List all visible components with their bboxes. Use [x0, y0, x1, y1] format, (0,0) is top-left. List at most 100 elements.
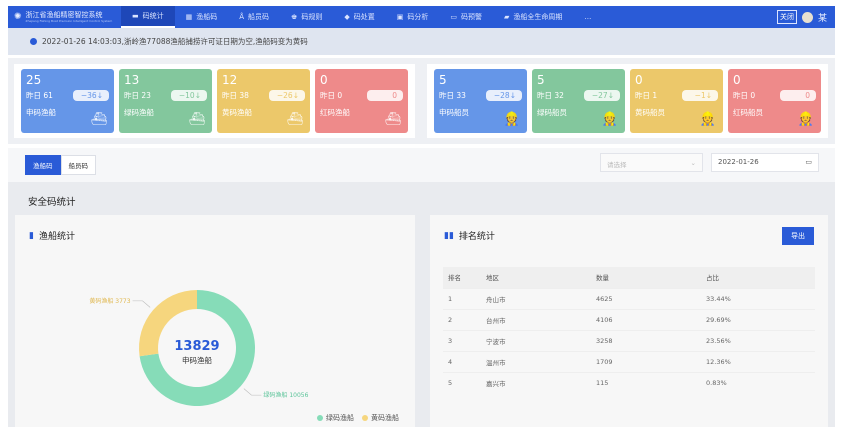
stat-card[interactable]: 12 昨日 38 −26↓ 黄码渔船 ⛴: [217, 69, 310, 133]
donut-total-label: 申码渔船: [182, 355, 212, 365]
card-value: 13: [124, 73, 140, 87]
stat-card[interactable]: 0 昨日 0 0 红码船员 👷: [728, 69, 821, 133]
card-delta: −36↓: [73, 90, 109, 101]
nav-item-3[interactable]: ♚ 码规则: [280, 6, 333, 28]
stat-card[interactable]: 0 昨日 0 0 红码渔船 ⛴: [315, 69, 408, 133]
export-button[interactable]: 导出: [782, 227, 814, 245]
table-cell: 5: [443, 371, 481, 393]
nav-item-5[interactable]: ▣ 码分析: [386, 6, 440, 28]
card-delta: −27↓: [584, 90, 620, 101]
table-cell: 29.69%: [701, 308, 815, 330]
donut-slice-0[interactable]: [139, 290, 255, 406]
boat-card-group: 25 昨日 61 −36↓ 申码渔船 ⛴ 13 昨日 23 −10↓ 绿码渔船 ⛴ 12 昨日 38 −…: [14, 64, 415, 138]
card-label: 绿码渔船: [124, 108, 154, 117]
stat-card[interactable]: 5 昨日 33 −28↓ 申码船员 👷: [434, 69, 527, 133]
nav-item-8[interactable]: …: [573, 6, 602, 28]
chevron-down-icon: ⌄: [690, 159, 696, 167]
folder-icon: ▰: [503, 13, 510, 21]
ship-icon: ⛴: [90, 112, 107, 127]
donut-slice-1[interactable]: [139, 290, 197, 357]
card-delta: −1↓: [682, 90, 718, 101]
nav-item-7[interactable]: ▰ 渔船全生命周期: [493, 6, 573, 28]
card-yesterday: 昨日 38: [222, 91, 249, 100]
donut-total: 13829: [174, 339, 219, 354]
card-label: 黄码渔船: [222, 108, 252, 117]
date-picker[interactable]: 2022-01-26 ▭: [711, 153, 819, 172]
chart-legend: 绿码渔船 黄码渔船: [317, 413, 399, 423]
nav-label: 渔船码: [196, 13, 218, 21]
code-type-tabs: 渔船码 船员码: [25, 155, 96, 175]
card-value: 0: [320, 73, 328, 87]
table-cell: 0.83%: [701, 371, 815, 393]
card-label: 申码船员: [439, 108, 469, 117]
table-row[interactable]: 5 嘉兴市 115 0.83%: [443, 371, 815, 393]
table-cell: 4106: [591, 308, 701, 330]
card-delta: 0: [367, 90, 403, 101]
table-cell: 温州市: [481, 350, 591, 372]
tab-boat-code[interactable]: 渔船码: [25, 155, 61, 175]
card-yesterday: 昨日 33: [439, 91, 466, 100]
card-value: 12: [222, 73, 238, 87]
table-cell: 1709: [591, 350, 701, 372]
stat-card[interactable]: 13 昨日 23 −10↓ 绿码渔船 ⛴: [119, 69, 212, 133]
column-header[interactable]: 地区: [481, 267, 591, 288]
table-row[interactable]: 1 舟山市 4625 33.44%: [443, 287, 815, 309]
nav-label: 码规则: [301, 13, 323, 21]
select-placeholder: 请选择: [607, 161, 627, 169]
table-cell: 嘉兴市: [481, 371, 591, 393]
table-row[interactable]: 2 台州市 4106 29.69%: [443, 308, 815, 330]
legend-yellow[interactable]: 黄码渔船: [362, 413, 399, 423]
card-delta: 0: [780, 90, 816, 101]
stat-card[interactable]: 25 昨日 61 −36↓ 申码渔船 ⛴: [21, 69, 114, 133]
tab-crew-code[interactable]: 船员码: [60, 155, 96, 175]
analysis-icon: ▣: [396, 13, 404, 21]
region-select[interactable]: 请选择 ⌄: [600, 153, 703, 172]
grid-icon: ▦: [185, 13, 193, 21]
panel-title: 渔船统计: [38, 232, 75, 242]
table-cell: 台州市: [481, 308, 591, 330]
nav-item-4[interactable]: ◆ 码处置: [333, 6, 385, 28]
column-header[interactable]: 排名: [443, 267, 481, 288]
ship-icon: ⛴: [188, 112, 205, 127]
info-icon: [30, 38, 37, 45]
nav-item-6[interactable]: ▭ 码预警: [439, 6, 493, 28]
nav-item-2[interactable]: Å 船员码: [228, 6, 280, 28]
card-label: 申码渔船: [26, 108, 56, 117]
pin-icon: ◆: [344, 13, 350, 21]
card-label: 红码渔船: [320, 108, 350, 117]
panel-title: 排名统计: [458, 232, 495, 242]
table-cell: 115: [591, 371, 701, 393]
link-icon: ▭: [450, 13, 457, 21]
table-cell: 3: [443, 329, 481, 351]
calendar-icon: ▭: [805, 158, 812, 166]
nav-item-0[interactable]: ▬ 码统计: [121, 6, 175, 28]
table-row[interactable]: 3 宁波市 3258 23.56%: [443, 329, 815, 351]
card-yesterday: 昨日 32: [537, 91, 564, 100]
crew-card-group: 5 昨日 33 −28↓ 申码船员 👷 5 昨日 32 −27↓ 绿码船员 👷 0 昨日 1 −1↓ 黄码…: [427, 64, 828, 138]
crew-icon: 👷: [503, 112, 520, 127]
stat-card[interactable]: 0 昨日 1 −1↓ 黄码船员 👷: [630, 69, 723, 133]
column-header[interactable]: 数量: [591, 267, 701, 288]
avatar[interactable]: [801, 11, 813, 23]
crown-icon: ♚: [291, 13, 298, 21]
boat-icon: ▮: [29, 230, 34, 241]
ranking-table: 排名 地区 数量 占比 1 舟山市 4625 33.44% 2 台州市 4106 29.69% 3 宁波市…: [443, 267, 815, 393]
card-yesterday: 昨日 23: [124, 91, 151, 100]
slice-label: 黄码渔船 3773: [89, 297, 130, 305]
crew-icon: 👷: [601, 112, 618, 127]
filter-bar: 渔船码 船员码 请选择 ⌄ 2022-01-26 ▭: [8, 148, 835, 182]
column-header[interactable]: 占比: [701, 267, 815, 288]
table-row[interactable]: 4 温州市 1709 12.36%: [443, 350, 815, 372]
user-name[interactable]: 某: [817, 13, 827, 24]
card-delta: −26↓: [269, 90, 305, 101]
notice-text[interactable]: 2022-01-26 14:03:03,浙岭渔77088渔船捕捞许可证日期为空,…: [42, 37, 308, 46]
nav-item-1[interactable]: ▦ 渔船码: [175, 6, 229, 28]
card-delta: −10↓: [171, 90, 207, 101]
table-cell: 3258: [591, 329, 701, 351]
close-button[interactable]: 关闭: [776, 10, 797, 24]
stat-card[interactable]: 5 昨日 32 −27↓ 绿码船员 👷: [532, 69, 625, 133]
ship-icon: ⛴: [286, 112, 303, 127]
card-value: 5: [439, 73, 447, 87]
legend-green[interactable]: 绿码渔船: [317, 413, 354, 423]
